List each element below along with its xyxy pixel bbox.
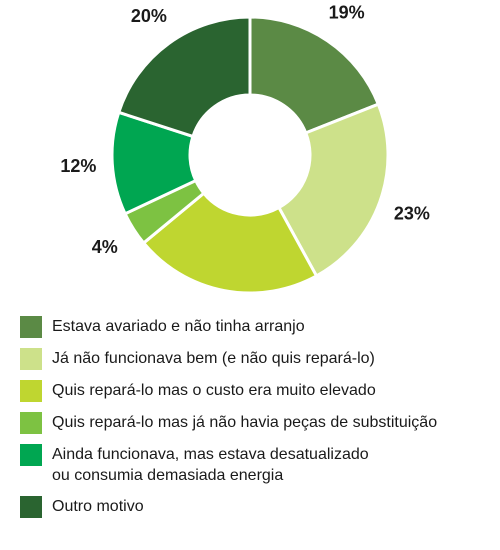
slice-0: [248, 15, 381, 135]
donut-slices: [110, 15, 390, 295]
slice-label-1: 23%: [394, 203, 430, 223]
legend-swatch-4: [20, 444, 42, 466]
legend-item-5: Outro motivo: [20, 496, 495, 518]
legend-item-0: Estava avariado e não tinha arranjo: [20, 316, 495, 338]
legend-swatch-2: [20, 380, 42, 402]
legend-item-3: Quis repará-lo mas já não havia peças de…: [20, 412, 495, 434]
legend-label-2: Quis repará-lo mas o custo era muito ele…: [52, 382, 376, 399]
legend-item-2: Quis repará-lo mas o custo era muito ele…: [20, 380, 495, 402]
slice-label-0: 19%: [329, 3, 365, 23]
legend-item-1: Já não funcionava bem (e não quis repará…: [20, 348, 495, 370]
legend-item-4: Ainda funcionava, mas estava desatualiza…: [20, 444, 495, 486]
legend-label-5: Outro motivo: [52, 498, 144, 515]
legend: Estava avariado e não tinha arranjo Já nã…: [20, 316, 495, 528]
slice-label-4: 12%: [60, 156, 96, 176]
legend-swatch-1: [20, 348, 42, 370]
percent-labels: 19%23%22%4%12%20%: [60, 3, 430, 257]
legend-swatch-0: [20, 316, 42, 338]
slice-1: [276, 102, 390, 278]
slice-label-3: 4%: [92, 237, 118, 257]
legend-label-4: Ainda funcionava, mas estava desatualiza…: [52, 446, 369, 484]
legend-label-0: Estava avariado e não tinha arranjo: [52, 318, 305, 335]
legend-label-3: Quis repará-lo mas já não havia peças de…: [52, 414, 438, 431]
legend-swatch-5: [20, 496, 42, 518]
slice-2: [141, 191, 319, 295]
slice-label-5: 20%: [131, 6, 167, 26]
legend-swatch-3: [20, 412, 42, 434]
donut-chart: 19%23%22%4%12%20%: [60, 3, 430, 295]
legend-label-1: Já não funcionava bem (e não quis repará…: [52, 350, 375, 367]
slice-5: [116, 15, 252, 139]
